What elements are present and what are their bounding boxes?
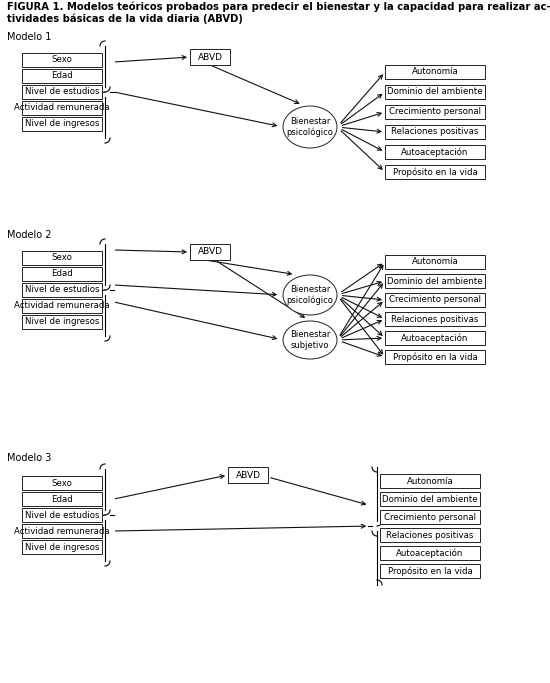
Text: Autoaceptación: Autoaceptación: [402, 148, 469, 157]
FancyBboxPatch shape: [22, 299, 102, 313]
FancyBboxPatch shape: [380, 564, 480, 578]
Text: ABVD: ABVD: [197, 53, 223, 61]
FancyBboxPatch shape: [380, 528, 480, 542]
Text: Bienestar
subjetivo: Bienestar subjetivo: [290, 331, 330, 350]
Text: FIGURA 1. Modelos teóricos probados para predecir el bienestar y la capacidad pa: FIGURA 1. Modelos teóricos probados para…: [7, 2, 550, 12]
FancyBboxPatch shape: [22, 267, 102, 281]
Text: Autonomía: Autonomía: [411, 257, 458, 266]
Text: Autoaceptación: Autoaceptación: [397, 548, 464, 558]
Text: Nivel de estudios: Nivel de estudios: [25, 285, 99, 294]
FancyBboxPatch shape: [385, 165, 485, 179]
FancyBboxPatch shape: [385, 274, 485, 288]
Text: Actividad remunerada: Actividad remunerada: [14, 301, 110, 311]
Text: Edad: Edad: [51, 270, 73, 279]
FancyBboxPatch shape: [22, 476, 102, 490]
Text: ABVD: ABVD: [197, 247, 223, 257]
Text: Nivel de ingresos: Nivel de ingresos: [25, 318, 99, 326]
FancyBboxPatch shape: [22, 101, 102, 115]
FancyBboxPatch shape: [385, 293, 485, 307]
FancyBboxPatch shape: [190, 49, 230, 65]
FancyBboxPatch shape: [22, 53, 102, 67]
FancyBboxPatch shape: [380, 492, 480, 506]
FancyBboxPatch shape: [190, 244, 230, 260]
Text: Relaciones positivas: Relaciones positivas: [391, 314, 478, 324]
FancyBboxPatch shape: [22, 540, 102, 554]
FancyBboxPatch shape: [22, 492, 102, 506]
FancyBboxPatch shape: [385, 125, 485, 139]
Ellipse shape: [283, 106, 337, 148]
FancyBboxPatch shape: [385, 350, 485, 364]
Text: Dominio del ambiente: Dominio del ambiente: [387, 277, 483, 285]
Text: Nivel de estudios: Nivel de estudios: [25, 510, 99, 520]
Text: Actividad remunerada: Actividad remunerada: [14, 527, 110, 535]
Text: Bienestar
psicológico: Bienestar psicológico: [287, 285, 333, 305]
FancyBboxPatch shape: [385, 145, 485, 159]
Text: Dominio del ambiente: Dominio del ambiente: [382, 494, 478, 503]
Text: Edad: Edad: [51, 494, 73, 503]
FancyBboxPatch shape: [385, 255, 485, 269]
FancyBboxPatch shape: [385, 331, 485, 345]
Text: Bienestar
psicológico: Bienestar psicológico: [287, 117, 333, 137]
Text: Propósito en la vida: Propósito en la vida: [393, 167, 477, 177]
Text: Modelo 2: Modelo 2: [7, 230, 52, 240]
FancyBboxPatch shape: [380, 510, 480, 524]
Ellipse shape: [283, 321, 337, 359]
Text: Autonomía: Autonomía: [411, 68, 458, 76]
Text: Autoaceptación: Autoaceptación: [402, 333, 469, 343]
FancyBboxPatch shape: [22, 251, 102, 265]
Text: Sexo: Sexo: [52, 479, 73, 488]
Text: Crecimiento personal: Crecimiento personal: [389, 107, 481, 117]
FancyBboxPatch shape: [22, 69, 102, 83]
Text: Propósito en la vida: Propósito en la vida: [393, 352, 477, 362]
Text: Nivel de ingresos: Nivel de ingresos: [25, 542, 99, 551]
FancyBboxPatch shape: [22, 315, 102, 329]
Text: Modelo 1: Modelo 1: [7, 32, 51, 42]
Text: Propósito en la vida: Propósito en la vida: [388, 566, 472, 576]
Ellipse shape: [283, 275, 337, 315]
FancyBboxPatch shape: [22, 283, 102, 297]
FancyBboxPatch shape: [385, 65, 485, 79]
Text: Crecimiento personal: Crecimiento personal: [389, 296, 481, 305]
FancyBboxPatch shape: [228, 467, 268, 483]
FancyBboxPatch shape: [385, 312, 485, 326]
Text: Autonomía: Autonomía: [406, 477, 453, 486]
Text: Sexo: Sexo: [52, 253, 73, 262]
FancyBboxPatch shape: [22, 524, 102, 538]
Text: Relaciones positivas: Relaciones positivas: [386, 531, 474, 540]
FancyBboxPatch shape: [22, 85, 102, 99]
FancyBboxPatch shape: [22, 117, 102, 131]
Text: Crecimiento personal: Crecimiento personal: [384, 512, 476, 522]
Text: Sexo: Sexo: [52, 55, 73, 64]
FancyBboxPatch shape: [380, 474, 480, 488]
Text: Relaciones positivas: Relaciones positivas: [391, 128, 478, 137]
Text: Actividad remunerada: Actividad remunerada: [14, 104, 110, 113]
Text: ABVD: ABVD: [235, 471, 261, 479]
FancyBboxPatch shape: [22, 508, 102, 522]
Text: Dominio del ambiente: Dominio del ambiente: [387, 87, 483, 96]
Text: Modelo 3: Modelo 3: [7, 453, 51, 463]
FancyBboxPatch shape: [385, 105, 485, 119]
Text: Edad: Edad: [51, 72, 73, 81]
FancyBboxPatch shape: [385, 85, 485, 99]
FancyBboxPatch shape: [380, 546, 480, 560]
Text: Nivel de estudios: Nivel de estudios: [25, 87, 99, 96]
Text: tividades básicas de la vida diaria (ABVD): tividades básicas de la vida diaria (ABV…: [7, 13, 243, 23]
Text: Nivel de ingresos: Nivel de ingresos: [25, 120, 99, 128]
